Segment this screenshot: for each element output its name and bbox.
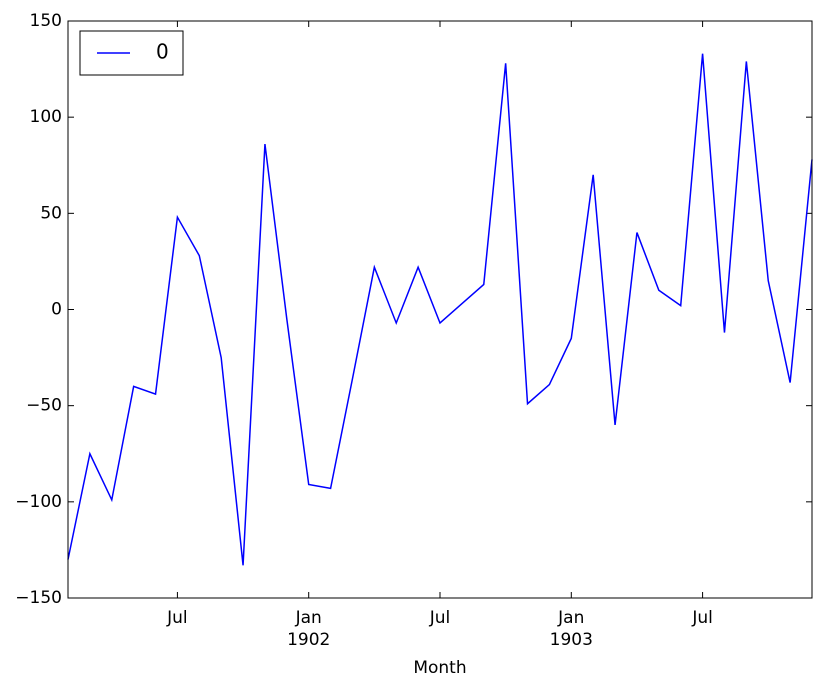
- x-axis-label: Month: [413, 658, 466, 676]
- y-tick-label: −150: [15, 588, 62, 608]
- y-tick-label: −50: [26, 396, 62, 416]
- y-tick-label: 100: [30, 107, 62, 127]
- y-tick-label: 150: [30, 11, 62, 31]
- x-tick-label: Jul: [166, 608, 188, 628]
- x-tick-year: 1903: [550, 630, 593, 650]
- x-tick-label: Jul: [429, 608, 451, 628]
- line-series: [67, 53, 813, 566]
- legend-label: 0: [156, 40, 169, 64]
- y-tick-label: 0: [51, 300, 62, 320]
- x-tick-label: Jan: [295, 608, 322, 628]
- y-tick-label: 50: [40, 203, 62, 223]
- x-tick-label: Jan: [557, 608, 584, 628]
- plot-frame: [67, 20, 813, 599]
- y-tick-label: −100: [15, 492, 62, 512]
- x-tick-year: 1902: [287, 630, 330, 650]
- x-tick-label: Jul: [691, 608, 713, 628]
